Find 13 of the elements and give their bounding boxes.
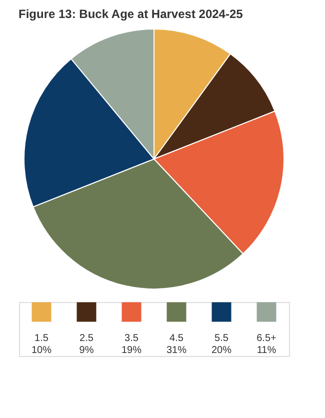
legend-label: 5.5: [214, 333, 229, 344]
data-label: 19%: [121, 345, 142, 356]
legend-label: 3.5: [124, 333, 139, 344]
legend-label: 2.5: [80, 333, 94, 344]
data-label: 20%: [211, 345, 232, 356]
data-label: 11%: [256, 345, 276, 356]
legend-label: 4.5: [170, 333, 184, 344]
legend-label: 1.5: [34, 333, 49, 344]
data-label: 31%: [166, 345, 187, 356]
data-label: 9%: [79, 345, 94, 356]
legend-label: 6.5+: [256, 333, 277, 344]
chart-title: Figure 13: Buck Age at Harvest 2024-25: [18, 7, 244, 21]
data-label: 10%: [31, 345, 52, 356]
